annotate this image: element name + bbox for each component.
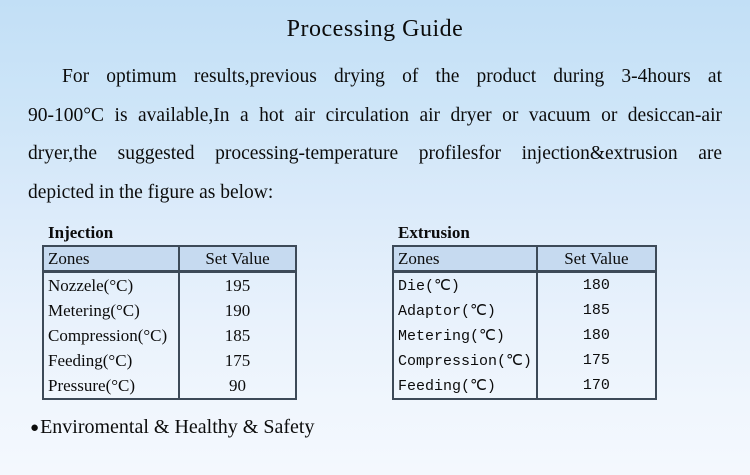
set-value-column-header: Set Value (179, 246, 296, 273)
paragraph-line: dryer,the suggested processing-temperatu… (28, 143, 722, 164)
injection-table: Zones Set Value Nozzele(°C) 195 Metering(°… (42, 245, 297, 400)
paragraph-line: depicted in the figure as below: (28, 181, 274, 203)
intro-paragraph: For optimum results,previous drying of t… (28, 58, 722, 212)
zones-column-header: Zones (43, 246, 180, 273)
injection-table-label: Injection (48, 223, 114, 242)
set-value-cell: 90 (229, 375, 246, 395)
zone-cell: Compression(℃) (393, 348, 538, 373)
injection-table-section: Injection Zones Set Value Nozzele(°C) 195… (42, 222, 297, 400)
zone-cell: Feeding(°C) (43, 348, 180, 373)
table-row: Feeding(°C) 175 (43, 348, 296, 373)
page-title: Processing Guide (286, 16, 464, 42)
set-value-cell: 180 (582, 277, 610, 294)
footer-bullet-label: Enviromental & Healthy & Safety (40, 416, 315, 438)
paragraph-line: 90-100°C is available,In a hot air circu… (28, 104, 722, 126)
table-row: Compression(℃) 175 (393, 348, 656, 373)
zone-cell: Metering(℃) (393, 323, 538, 348)
table-row: Adaptor(℃) 185 (393, 298, 656, 323)
zone-cell: Feeding(℃) (393, 373, 538, 399)
table-row: Pressure(°C) 90 (43, 373, 296, 399)
zone-cell: Adaptor(℃) (393, 298, 538, 323)
zones-column-header: Zones (393, 246, 538, 273)
bullet-icon: ● (30, 420, 40, 436)
paragraph-line: For optimum results,previous drying of t… (62, 66, 722, 87)
set-value-cell: 185 (582, 302, 610, 319)
set-value-cell: 170 (582, 377, 610, 394)
tables-section: Injection Zones Set Value Nozzele(°C) 195… (0, 222, 750, 407)
set-value-column-header: Set Value (536, 246, 656, 273)
table-header-row: Zones Set Value (393, 246, 656, 273)
extrusion-table: Zones Set Value Die(℃) 180 Adaptor(℃) 185 Me… (392, 245, 657, 400)
table-row: Compression(°C) 185 (43, 323, 296, 348)
footer-bullet-item: ●Enviromental & Healthy & Safety (30, 414, 314, 441)
extrusion-table-label: Extrusion (398, 223, 470, 242)
table-row: Metering(℃) 180 (393, 323, 656, 348)
set-value-cell: 175 (582, 352, 610, 369)
extrusion-table-section: Extrusion Zones Set Value Die(℃) 180 Adapt… (392, 222, 657, 400)
table-row: Die(℃) 180 (393, 271, 656, 298)
set-value-cell: 190 (224, 300, 251, 320)
set-value-cell: 180 (582, 327, 610, 344)
set-value-cell: 175 (224, 350, 251, 370)
zone-cell: Nozzele(°C) (43, 271, 180, 298)
table-row: Feeding(℃) 170 (393, 373, 656, 399)
zone-cell: Metering(°C) (43, 298, 180, 323)
table-row: Nozzele(°C) 195 (43, 271, 296, 298)
zone-cell: Die(℃) (393, 271, 538, 298)
zone-cell: Pressure(°C) (43, 373, 180, 399)
set-value-cell: 185 (224, 325, 251, 345)
table-header-row: Zones Set Value (43, 246, 296, 273)
set-value-cell: 195 (224, 275, 251, 295)
table-row: Metering(°C) 190 (43, 298, 296, 323)
zone-cell: Compression(°C) (43, 323, 180, 348)
